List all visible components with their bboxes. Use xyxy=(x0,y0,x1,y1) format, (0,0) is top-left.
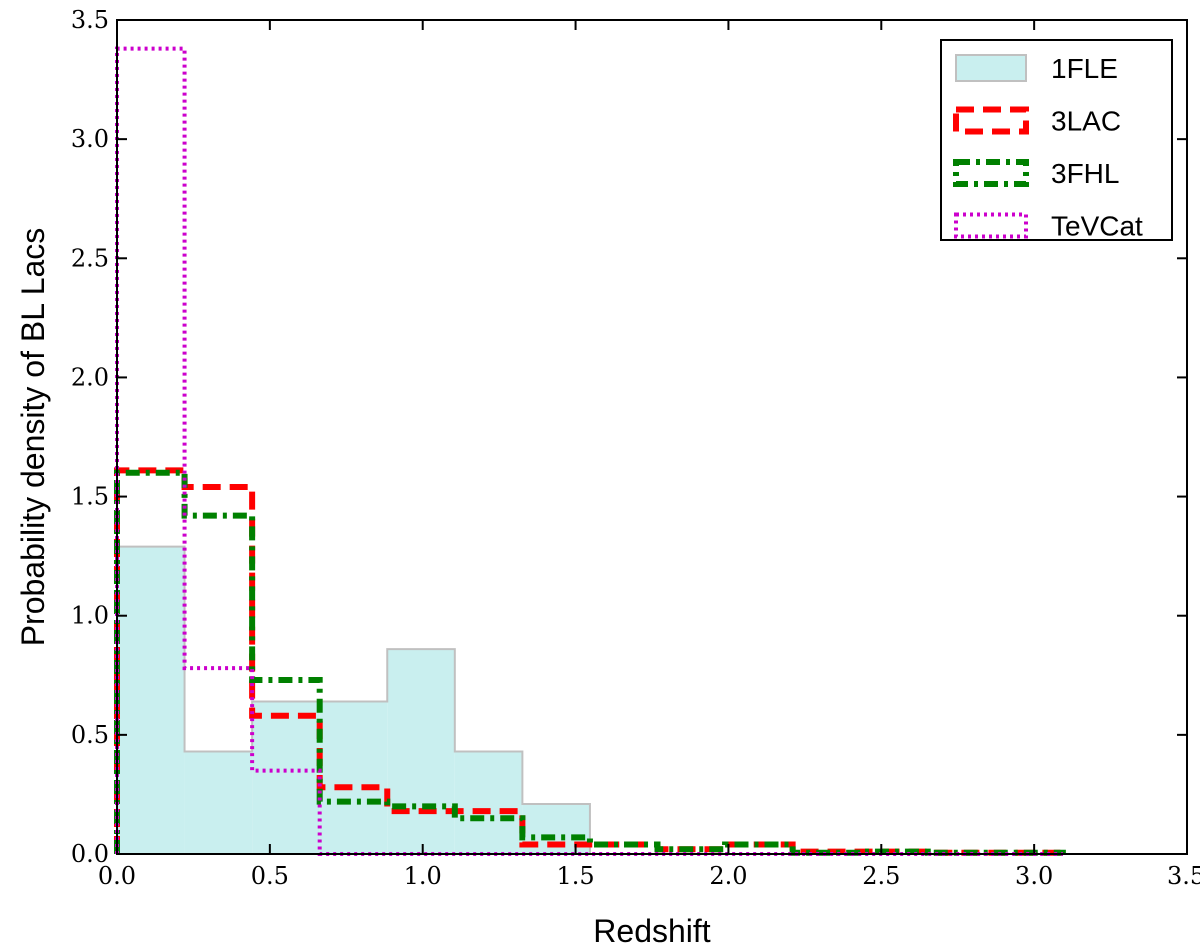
y-tick-label-7: 3.5 xyxy=(71,6,109,34)
1fle-bar-5 xyxy=(454,751,523,854)
y-tick-label-3: 1.5 xyxy=(71,483,109,511)
legend-swatch-3fhl xyxy=(953,159,1029,187)
1fle-bar-4 xyxy=(387,649,455,854)
legend-label-3fhl: 3FHL xyxy=(1051,158,1119,189)
plot-frame xyxy=(116,19,1188,855)
y-axis-label: Probability density of BL Lacs xyxy=(15,228,51,647)
1fle-bar-3 xyxy=(319,701,388,854)
y-tick-label-0: 0.0 xyxy=(71,840,109,868)
x-tick-label-1: 0.5 xyxy=(251,862,289,890)
legend: 1FLE 3LAC 3FHL TeVCat xyxy=(940,39,1173,242)
x-tick-label-3: 1.5 xyxy=(556,862,594,890)
3fhl-step-line xyxy=(114,469,1066,856)
x-tick-label-6: 3.0 xyxy=(1015,862,1053,890)
1fle-bar-1 xyxy=(184,751,253,854)
y-tick-label-4: 2.0 xyxy=(71,363,109,391)
legend-label-1fle: 1FLE xyxy=(1051,53,1118,84)
x-tick-label-2: 1.0 xyxy=(404,862,442,890)
y-tick-label-1: 0.5 xyxy=(71,721,109,749)
legend-swatch-3lac xyxy=(953,106,1029,135)
y-tick-label-2: 1.0 xyxy=(71,602,109,630)
x-tick-label-4: 2.0 xyxy=(709,862,747,890)
x-tick-label-7: 3.5 xyxy=(1167,862,1200,890)
legend-swatch-tevcat xyxy=(954,212,1028,239)
y-tick-label-5: 2.5 xyxy=(71,244,109,272)
x-tick-label-0: 0.0 xyxy=(98,862,136,890)
1fle-bar-2 xyxy=(252,701,320,854)
x-axis-label: Redshift xyxy=(593,913,711,949)
legend-label-3lac: 3LAC xyxy=(1051,106,1121,137)
1fle-bar-0 xyxy=(117,546,185,854)
axis-ticks: 0.0 0.5 1.0 1.5 2.0 2.5 3.0 3.5 0.0 0.5 1.0 1.5 2.0 2… xyxy=(71,6,1200,890)
plot-area xyxy=(114,46,1066,856)
legend-label-tevcat: TeVCat xyxy=(1051,211,1143,242)
x-tick-label-5: 2.5 xyxy=(862,862,900,890)
legend-swatch-1fle xyxy=(955,54,1027,82)
y-tick-label-6: 3.0 xyxy=(71,125,109,153)
